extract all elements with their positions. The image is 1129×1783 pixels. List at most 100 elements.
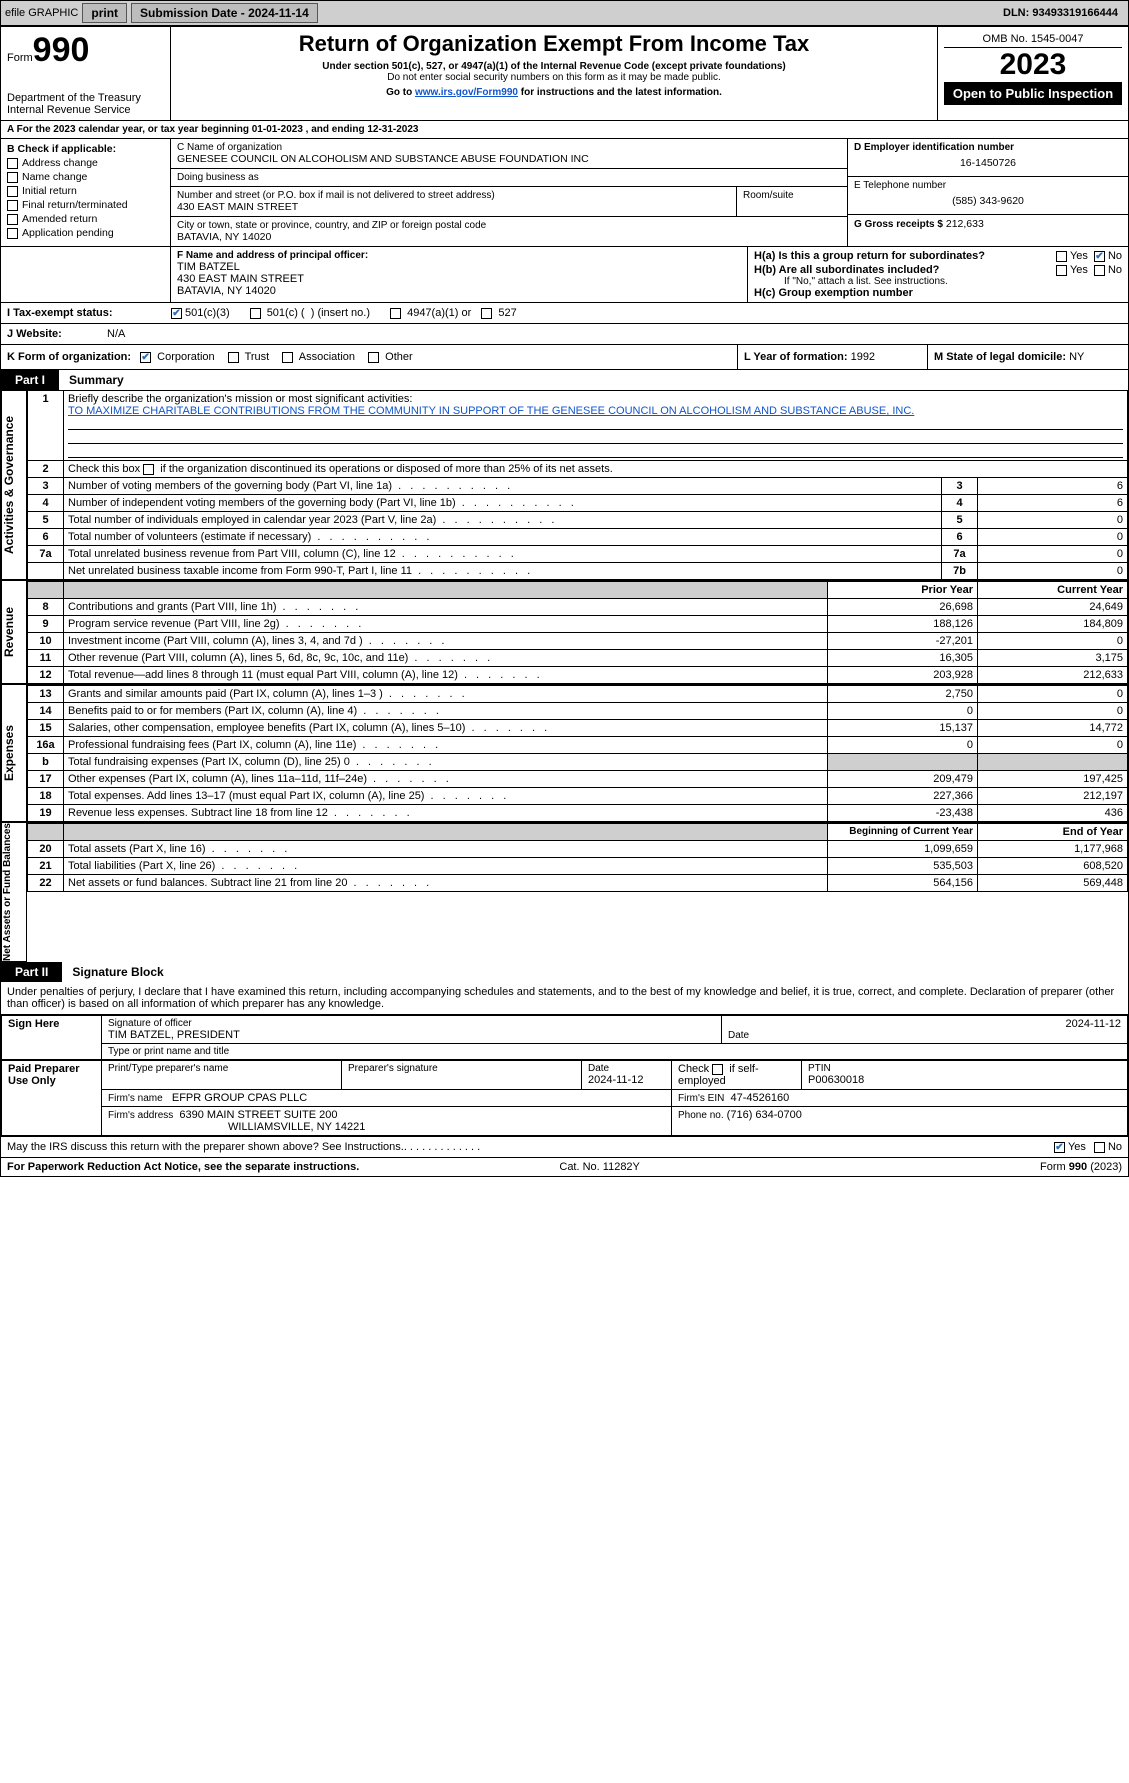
summary-row: Net unrelated business taxable income fr… bbox=[28, 563, 1128, 580]
chk-initial-return-label: Initial return bbox=[22, 185, 77, 197]
paid-preparer-table: Paid Preparer Use Only Print/Type prepar… bbox=[1, 1060, 1128, 1136]
table-row: b Total fundraising expenses (Part IX, c… bbox=[28, 754, 1128, 771]
city-label: City or town, state or province, country… bbox=[177, 220, 841, 231]
part-1-tab: Part I bbox=[1, 370, 59, 390]
expenses-section: Expenses 13 Grants and similar amounts p… bbox=[1, 684, 1128, 822]
opt-assoc: Association bbox=[299, 351, 355, 363]
table-row: 8 Contributions and grants (Part VIII, l… bbox=[28, 599, 1128, 616]
domicile-label: M State of legal domicile: bbox=[934, 351, 1066, 363]
firm-name-val: EFPR GROUP CPAS PLLC bbox=[172, 1092, 307, 1104]
table-row: 22 Net assets or fund balances. Subtract… bbox=[28, 875, 1128, 892]
line-a-end: 12-31-2023 bbox=[367, 124, 418, 135]
firm-addr1: 6390 MAIN STREET SUITE 200 bbox=[179, 1109, 337, 1121]
goto-suffix: for instructions and the latest informat… bbox=[518, 87, 722, 98]
firm-ein-val: 47-4526160 bbox=[730, 1092, 789, 1104]
opt-527: 527 bbox=[498, 307, 516, 319]
section-bcd: B Check if applicable: Address change Na… bbox=[1, 139, 1128, 247]
chk-self-emp[interactable] bbox=[712, 1064, 723, 1075]
open-inspection: Open to Public Inspection bbox=[944, 82, 1122, 105]
revenue-section: Revenue Prior Year Current Year 8 Contri… bbox=[1, 580, 1128, 684]
goto-link[interactable]: www.irs.gov/Form990 bbox=[415, 87, 518, 98]
side-revenue: Revenue bbox=[1, 580, 27, 684]
discuss-no-chk[interactable] bbox=[1094, 1142, 1105, 1153]
revenue-table: Prior Year Current Year 8 Contributions … bbox=[27, 580, 1128, 684]
summary-row: 5 Total number of individuals employed i… bbox=[28, 512, 1128, 529]
opt-trust: Trust bbox=[245, 351, 270, 363]
efile-label: efile GRAPHIC bbox=[5, 7, 78, 19]
tax-year: 2023 bbox=[944, 48, 1122, 82]
table-row: 15 Salaries, other compensation, employe… bbox=[28, 720, 1128, 737]
chk-final-return-label: Final return/terminated bbox=[22, 199, 128, 211]
line-a: A For the 2023 calendar year, or tax yea… bbox=[1, 121, 1128, 139]
chk-assoc[interactable] bbox=[282, 352, 293, 363]
room-label: Room/suite bbox=[743, 190, 841, 201]
net-assets-section: Net Assets or Fund Balances Beginning of… bbox=[1, 822, 1128, 962]
form-container: Form990 Department of the Treasury Inter… bbox=[0, 26, 1129, 1177]
discuss-yes-chk[interactable] bbox=[1054, 1142, 1065, 1153]
table-row: 20 Total assets (Part X, line 16) . . . … bbox=[28, 841, 1128, 858]
officer-label: F Name and address of principal officer: bbox=[177, 250, 741, 261]
chk-initial-return[interactable]: Initial return bbox=[7, 185, 164, 197]
ha-yes-chk[interactable] bbox=[1056, 251, 1067, 262]
ha-label: H(a) Is this a group return for subordin… bbox=[754, 250, 1056, 262]
opt-4947: 4947(a)(1) or bbox=[407, 307, 471, 319]
part-1-header: Part I Summary bbox=[1, 370, 1128, 390]
hb-yes: Yes bbox=[1070, 264, 1088, 276]
hc-label: H(c) Group exemption number bbox=[754, 287, 1122, 299]
opt-501c-a: 501(c) ( bbox=[267, 307, 305, 319]
submission-date-button[interactable]: Submission Date - 2024-11-14 bbox=[131, 3, 318, 23]
summary-row: 4 Number of independent voting members o… bbox=[28, 495, 1128, 512]
prep-sig-label: Preparer's signature bbox=[348, 1063, 575, 1074]
ptin-val: P00630018 bbox=[808, 1074, 1121, 1086]
goto-prefix: Go to bbox=[386, 87, 415, 98]
expenses-table: 13 Grants and similar amounts paid (Part… bbox=[27, 684, 1128, 822]
form-org-label: K Form of organization: bbox=[7, 351, 131, 363]
summary-section: Activities & Governance 1 Briefly descri… bbox=[1, 390, 1128, 580]
table-row: 9 Program service revenue (Part VIII, li… bbox=[28, 616, 1128, 633]
hb-no-chk[interactable] bbox=[1094, 265, 1105, 276]
q2-chk[interactable] bbox=[143, 464, 154, 475]
table-row: 16a Professional fundraising fees (Part … bbox=[28, 737, 1128, 754]
discuss-no: No bbox=[1108, 1141, 1122, 1153]
chk-app-pending[interactable]: Application pending bbox=[7, 227, 164, 239]
print-button[interactable]: print bbox=[82, 3, 127, 23]
col-d: D Employer identification number 16-1450… bbox=[848, 139, 1128, 246]
q2-text: Check this box bbox=[68, 463, 143, 475]
hb-no: No bbox=[1108, 264, 1122, 276]
chk-501c[interactable] bbox=[250, 308, 261, 319]
discuss-text: May the IRS discuss this return with the… bbox=[7, 1141, 404, 1153]
chk-address-change[interactable]: Address change bbox=[7, 157, 164, 169]
chk-amended-return[interactable]: Amended return bbox=[7, 213, 164, 225]
footer-cat: Cat. No. 11282Y bbox=[559, 1161, 640, 1173]
chk-501c3[interactable] bbox=[171, 308, 182, 319]
col-current-year: Current Year bbox=[978, 581, 1128, 599]
chk-name-change[interactable]: Name change bbox=[7, 171, 164, 183]
sign-here-table: Sign Here Signature of officer TIM BATZE… bbox=[1, 1015, 1128, 1060]
discuss-row: May the IRS discuss this return with the… bbox=[1, 1136, 1128, 1157]
hb-yes-chk[interactable] bbox=[1056, 265, 1067, 276]
ein-value: 16-1450726 bbox=[854, 153, 1122, 173]
chk-other[interactable] bbox=[368, 352, 379, 363]
irs-label: Internal Revenue Service bbox=[7, 104, 164, 116]
line-a-begin: 01-01-2023 bbox=[252, 124, 303, 135]
chk-527[interactable] bbox=[481, 308, 492, 319]
website-label: J Website: bbox=[7, 328, 107, 340]
side-expenses: Expenses bbox=[1, 684, 27, 822]
firm-name-label: Firm's name bbox=[108, 1093, 163, 1104]
chk-corp[interactable] bbox=[140, 352, 151, 363]
ha-no-chk[interactable] bbox=[1094, 251, 1105, 262]
subtitle-2: Do not enter social security numbers on … bbox=[177, 72, 931, 83]
chk-trust[interactable] bbox=[228, 352, 239, 363]
officer-addr1: 430 EAST MAIN STREET bbox=[177, 273, 741, 285]
col-b: B Check if applicable: Address change Na… bbox=[1, 139, 171, 246]
summary-row: 6 Total number of volunteers (estimate i… bbox=[28, 529, 1128, 546]
chk-4947[interactable] bbox=[390, 308, 401, 319]
tel-label: E Telephone number bbox=[854, 180, 1122, 191]
row-h: H(a) Is this a group return for subordin… bbox=[748, 247, 1128, 302]
row-i: I Tax-exempt status: 501(c)(3) 501(c) ( … bbox=[1, 303, 1128, 324]
side-activities: Activities & Governance bbox=[1, 390, 27, 580]
q1-mission[interactable]: TO MAXIMIZE CHARITABLE CONTRIBUTIONS FRO… bbox=[68, 405, 914, 417]
form-number: 990 bbox=[33, 31, 90, 69]
chk-final-return[interactable]: Final return/terminated bbox=[7, 199, 164, 211]
line-a-pre: A For the 2023 calendar year, or tax yea… bbox=[7, 124, 252, 135]
